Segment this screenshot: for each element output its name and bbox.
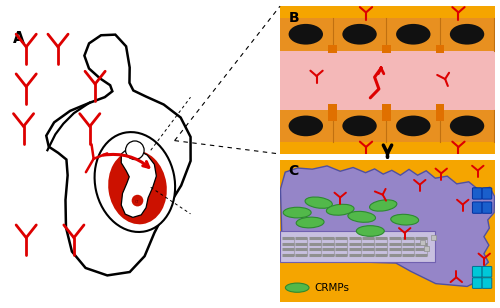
- FancyBboxPatch shape: [482, 278, 492, 288]
- Bar: [436, 104, 444, 113]
- Ellipse shape: [450, 24, 484, 45]
- Ellipse shape: [94, 132, 175, 232]
- FancyBboxPatch shape: [482, 266, 492, 277]
- FancyBboxPatch shape: [482, 188, 492, 199]
- Ellipse shape: [288, 116, 323, 136]
- Bar: [382, 104, 390, 113]
- Ellipse shape: [288, 24, 323, 45]
- Bar: [382, 45, 390, 54]
- Polygon shape: [280, 166, 494, 286]
- Ellipse shape: [348, 211, 376, 222]
- Polygon shape: [121, 148, 156, 217]
- Bar: [430, 235, 436, 240]
- Bar: [280, 18, 495, 51]
- Bar: [328, 113, 337, 121]
- Text: B: B: [288, 10, 299, 25]
- Bar: [382, 104, 390, 113]
- Bar: [280, 231, 435, 262]
- Bar: [382, 113, 390, 121]
- Ellipse shape: [342, 116, 377, 136]
- Text: σ: σ: [135, 199, 138, 204]
- FancyBboxPatch shape: [472, 202, 482, 213]
- Ellipse shape: [108, 150, 167, 224]
- Ellipse shape: [283, 207, 311, 218]
- Text: C: C: [288, 164, 299, 178]
- Polygon shape: [46, 34, 191, 275]
- Ellipse shape: [342, 24, 377, 45]
- Ellipse shape: [286, 283, 309, 292]
- FancyBboxPatch shape: [472, 266, 482, 277]
- FancyBboxPatch shape: [482, 202, 492, 213]
- Bar: [328, 45, 337, 54]
- Bar: [280, 47, 495, 113]
- Ellipse shape: [391, 214, 418, 225]
- Ellipse shape: [356, 226, 384, 236]
- Ellipse shape: [450, 116, 484, 136]
- Ellipse shape: [296, 217, 324, 228]
- Bar: [436, 104, 444, 113]
- Text: CRMPs: CRMPs: [314, 283, 350, 293]
- Circle shape: [132, 195, 143, 206]
- Bar: [280, 110, 495, 142]
- Bar: [424, 246, 430, 251]
- Bar: [420, 240, 425, 245]
- Ellipse shape: [305, 197, 332, 208]
- Text: A: A: [13, 31, 24, 46]
- Ellipse shape: [396, 116, 430, 136]
- Bar: [436, 113, 444, 121]
- Ellipse shape: [370, 200, 397, 211]
- Bar: [328, 104, 337, 113]
- Circle shape: [126, 141, 144, 160]
- Bar: [328, 104, 337, 113]
- Ellipse shape: [396, 24, 430, 45]
- FancyBboxPatch shape: [472, 188, 482, 199]
- Bar: [436, 45, 444, 54]
- Ellipse shape: [326, 204, 354, 215]
- FancyBboxPatch shape: [472, 278, 482, 288]
